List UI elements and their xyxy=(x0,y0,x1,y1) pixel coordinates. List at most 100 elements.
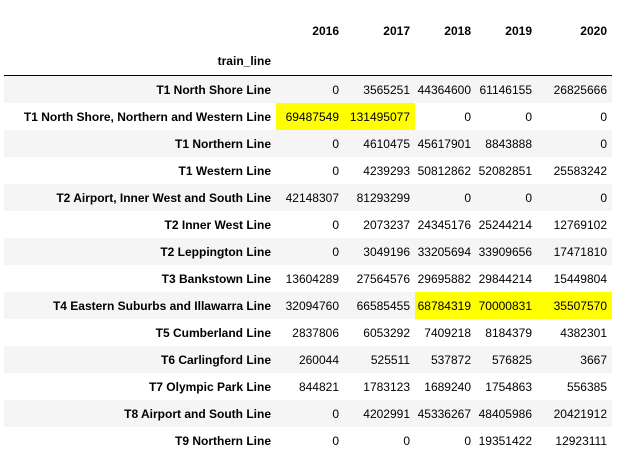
table-cell: 50812862 xyxy=(415,157,476,184)
table-cell: 0 xyxy=(537,103,612,130)
table-cell: 2837806 xyxy=(276,319,344,346)
table-row: T6 Carlingford Line 260044 525511 537872… xyxy=(4,346,612,373)
table-row: T2 Airport, Inner West and South Line 42… xyxy=(4,184,612,211)
table-cell: 19351422 xyxy=(476,427,537,454)
header-blank-cell xyxy=(4,16,276,46)
table-cell: 4239293 xyxy=(344,157,415,184)
table-cell: 1783123 xyxy=(344,373,415,400)
table-cell: 537872 xyxy=(415,346,476,373)
row-index-label: T2 Leppington Line xyxy=(4,238,276,265)
row-index-label: T6 Carlingford Line xyxy=(4,346,276,373)
table-cell: 44364600 xyxy=(415,75,476,103)
table-row: T1 Northern Line 0 4610475 45617901 8843… xyxy=(4,130,612,157)
table-cell: 0 xyxy=(276,75,344,103)
table-cell: 576825 xyxy=(476,346,537,373)
table-cell: 12923111 xyxy=(537,427,612,454)
table-cell: 2073237 xyxy=(344,211,415,238)
column-header: 2017 xyxy=(383,24,410,38)
row-index-label: T1 Western Line xyxy=(4,157,276,184)
table-cell: 556385 xyxy=(537,373,612,400)
row-index-label: T1 North Shore Line xyxy=(4,75,276,103)
table-cell: 68784319 xyxy=(415,292,476,319)
table-cell: 3667 xyxy=(537,346,612,373)
header-blank-cell xyxy=(476,46,537,76)
column-header: 2019 xyxy=(505,24,532,38)
row-index-label: T2 Airport, Inner West and South Line xyxy=(4,184,276,211)
row-index-label: T8 Airport and South Line xyxy=(4,400,276,427)
table-cell: 33205694 xyxy=(415,238,476,265)
table-cell: 45336267 xyxy=(415,400,476,427)
table-cell: 4382301 xyxy=(537,319,612,346)
table-cell: 42148307 xyxy=(276,184,344,211)
table-cell: 0 xyxy=(276,157,344,184)
table-cell: 70000831 xyxy=(476,292,537,319)
header-blank-cell xyxy=(344,46,415,76)
column-header-row: 2016 2017 2018 2019 2020 xyxy=(4,16,612,46)
table-cell: 260044 xyxy=(276,346,344,373)
row-index-label: T1 North Shore, Northern and Western Lin… xyxy=(4,103,276,130)
table-cell: 27564576 xyxy=(344,265,415,292)
table-cell: 844821 xyxy=(276,373,344,400)
table-row: T1 Western Line 0 4239293 50812862 52082… xyxy=(4,157,612,184)
table-cell: 0 xyxy=(415,184,476,211)
column-header: 2018 xyxy=(444,24,471,38)
table-row: T1 North Shore Line 0 3565251 44364600 6… xyxy=(4,75,612,103)
column-header: 2020 xyxy=(580,24,607,38)
table-cell: 0 xyxy=(276,211,344,238)
table-cell: 1689240 xyxy=(415,373,476,400)
index-name-row: train_line xyxy=(4,46,612,76)
table-cell: 525511 xyxy=(344,346,415,373)
table-cell: 26825666 xyxy=(537,75,612,103)
table-cell: 1754863 xyxy=(476,373,537,400)
table-cell: 8843888 xyxy=(476,130,537,157)
table-cell: 32094760 xyxy=(276,292,344,319)
table-cell: 45617901 xyxy=(415,130,476,157)
table-cell: 0 xyxy=(276,130,344,157)
table-row: T8 Airport and South Line 0 4202991 4533… xyxy=(4,400,612,427)
row-index-label: T5 Cumberland Line xyxy=(4,319,276,346)
table-cell: 20421912 xyxy=(537,400,612,427)
table-cell: 0 xyxy=(537,184,612,211)
table-cell: 0 xyxy=(415,427,476,454)
row-index-label: T1 Northern Line xyxy=(4,130,276,157)
table-cell: 6053292 xyxy=(344,319,415,346)
table-cell: 29844214 xyxy=(476,265,537,292)
row-index-label: T9 Northern Line xyxy=(4,427,276,454)
table-cell: 12769102 xyxy=(537,211,612,238)
table-body: T1 North Shore Line 0 3565251 44364600 6… xyxy=(4,75,612,454)
table-cell: 61146155 xyxy=(476,75,537,103)
header-blank-cell xyxy=(537,46,612,76)
table-row: T5 Cumberland Line 2837806 6053292 74092… xyxy=(4,319,612,346)
index-name: train_line xyxy=(4,46,276,76)
table-cell: 4202991 xyxy=(344,400,415,427)
table-row: T7 Olympic Park Line 844821 1783123 1689… xyxy=(4,373,612,400)
row-index-label: T4 Eastern Suburbs and Illawarra Line xyxy=(4,292,276,319)
row-index-label: T3 Bankstown Line xyxy=(4,265,276,292)
table-row: T4 Eastern Suburbs and Illawarra Line 32… xyxy=(4,292,612,319)
table-cell: 3565251 xyxy=(344,75,415,103)
table-cell: 4610475 xyxy=(344,130,415,157)
table-row: T1 North Shore, Northern and Western Lin… xyxy=(4,103,612,130)
table-cell: 0 xyxy=(476,103,537,130)
table-cell: 0 xyxy=(344,427,415,454)
table-cell: 25583242 xyxy=(537,157,612,184)
table-cell: 33909656 xyxy=(476,238,537,265)
table-cell: 8184379 xyxy=(476,319,537,346)
header-blank-cell xyxy=(415,46,476,76)
table-cell: 25244214 xyxy=(476,211,537,238)
table-cell: 131495077 xyxy=(344,103,415,130)
table-cell: 7409218 xyxy=(415,319,476,346)
column-header: 2016 xyxy=(312,24,339,38)
table-cell: 15449804 xyxy=(537,265,612,292)
table-cell: 52082851 xyxy=(476,157,537,184)
table-row: T2 Leppington Line 0 3049196 33205694 33… xyxy=(4,238,612,265)
table-cell: 0 xyxy=(276,238,344,265)
table-cell: 69487549 xyxy=(276,103,344,130)
table-cell: 81293299 xyxy=(344,184,415,211)
table-cell: 35507570 xyxy=(537,292,612,319)
table-cell: 17471810 xyxy=(537,238,612,265)
dataframe-table: 2016 2017 2018 2019 2020 train_line T1 N… xyxy=(4,16,612,454)
row-index-label: T2 Inner West Line xyxy=(4,211,276,238)
table-cell: 0 xyxy=(415,103,476,130)
